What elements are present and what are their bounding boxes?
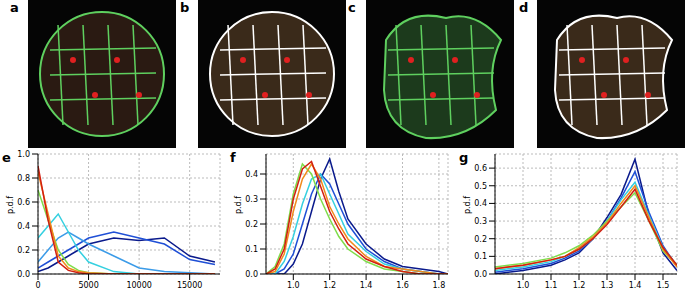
svg-text:1.0: 1.0 (517, 281, 530, 290)
svg-text:0.6: 0.6 (474, 164, 487, 173)
html-text:e: e (2, 150, 11, 165)
svg-text:0.6: 0.6 (17, 198, 30, 207)
svg-text:0.2: 0.2 (245, 220, 258, 229)
svg-text:0.2: 0.2 (17, 246, 30, 255)
svg-text:0.8: 0.8 (17, 174, 30, 183)
svg-text:1.0: 1.0 (287, 281, 300, 290)
html-text:c: c (348, 0, 356, 15)
svg-text:0.4: 0.4 (245, 170, 258, 179)
svg-text:1.6: 1.6 (396, 281, 409, 290)
svg-text:0.3: 0.3 (245, 195, 258, 204)
svg-text:0.3: 0.3 (474, 217, 487, 226)
svg-text:0.1: 0.1 (245, 245, 258, 254)
svg-text:1.1: 1.1 (545, 281, 558, 290)
svg-text:1.5: 1.5 (657, 281, 670, 290)
html-text:g: g (459, 150, 469, 165)
svg-text:1.2: 1.2 (323, 281, 336, 290)
svg-text:0.0: 0.0 (245, 270, 258, 279)
svg-text:p.d.f: p.d.f (463, 196, 472, 214)
html-text:a: a (10, 0, 19, 15)
svg-text:10000: 10000 (126, 281, 151, 290)
html-text:f: f (230, 150, 236, 165)
svg-text:15000: 15000 (177, 281, 202, 290)
svg-text:0.5: 0.5 (474, 182, 487, 191)
svg-text:0.0: 0.0 (17, 270, 30, 279)
svg-text:1.4: 1.4 (629, 281, 642, 290)
svg-text:1.0: 1.0 (17, 150, 30, 159)
svg-text:0: 0 (35, 281, 40, 290)
svg-text:1.4: 1.4 (360, 281, 373, 290)
svg-text:p.d.f: p.d.f (234, 196, 243, 214)
svg-text:0.4: 0.4 (17, 222, 30, 231)
svg-text:1.8: 1.8 (433, 281, 446, 290)
svg-text:p.d.f: p.d.f (6, 196, 15, 214)
svg-text:1.2: 1.2 (573, 281, 586, 290)
svg-text:1.3: 1.3 (601, 281, 614, 290)
svg-text:0.4: 0.4 (474, 199, 487, 208)
svg-text:5000: 5000 (78, 281, 98, 290)
svg-text:0.1: 0.1 (474, 252, 487, 261)
html-text:b: b (180, 0, 190, 15)
html-text:d: d (519, 0, 529, 15)
svg-text:0.2: 0.2 (474, 235, 487, 244)
svg-text:0.0: 0.0 (474, 270, 487, 279)
